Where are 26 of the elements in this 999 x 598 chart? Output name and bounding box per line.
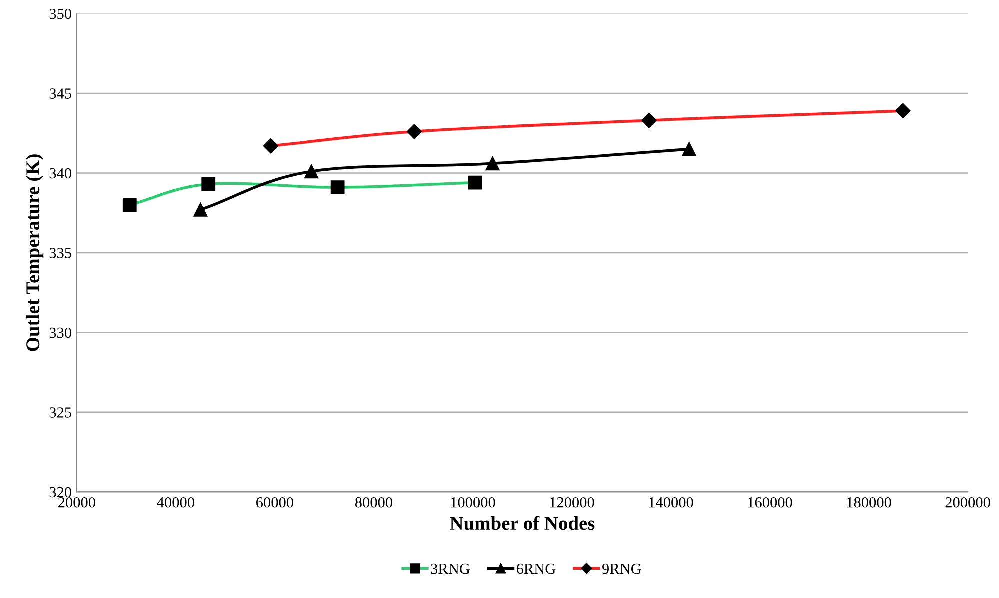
x-tick-label: 140000 — [649, 497, 694, 508]
y-axis-title: Outlet Temperature (K) — [26, 154, 44, 352]
x-tick-label: 100000 — [451, 497, 496, 508]
y-tick-label: 320 — [50, 487, 72, 498]
y-tick-label: 330 — [50, 328, 72, 338]
x-tick-label: 80000 — [355, 497, 392, 508]
point — [194, 202, 208, 217]
y-tick-label: 340 — [50, 168, 72, 179]
x-tick-label: 40000 — [157, 497, 194, 508]
x-tick-label: 120000 — [550, 497, 594, 508]
x-tick-label: 160000 — [748, 497, 792, 508]
point — [304, 164, 319, 179]
point — [486, 156, 500, 171]
x-tick-label: 180000 — [847, 497, 892, 508]
y-tick-label: 335 — [50, 248, 72, 258]
legend-label: 6RNG — [516, 564, 556, 574]
x-axis-title: Number of Nodes — [450, 516, 595, 530]
legend-label: 3RNG — [431, 564, 470, 574]
x-tick-label: 200000 — [946, 497, 990, 508]
y-tick-label: 345 — [50, 88, 72, 99]
x-tick-label: 60000 — [256, 497, 294, 508]
y-tick-label: 350 — [50, 8, 72, 20]
legend-label: 9RNG — [602, 564, 642, 574]
point — [682, 142, 696, 156]
y-tick-label: 325 — [50, 408, 72, 418]
x-tick-label: 20000 — [58, 497, 96, 508]
